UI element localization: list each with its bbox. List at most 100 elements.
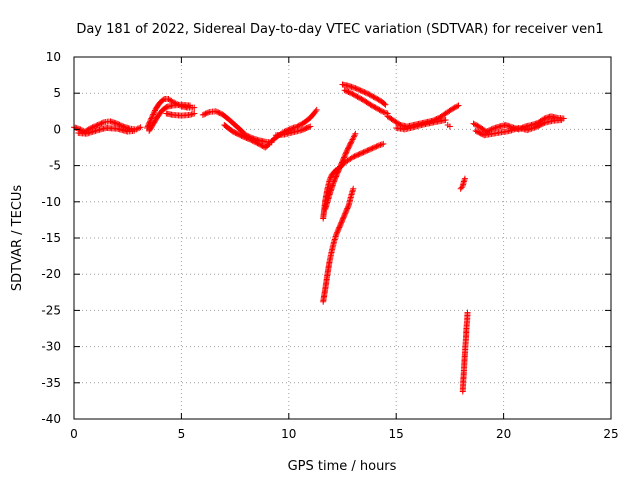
data-point: [350, 185, 357, 192]
y-tick-label: -25: [41, 303, 61, 317]
data-point: [331, 175, 338, 182]
y-tick-label: 0: [53, 122, 61, 136]
data-point: [461, 177, 468, 184]
data-point: [342, 150, 349, 157]
data-point: [333, 172, 340, 179]
data-point: [340, 215, 347, 222]
data-point: [95, 121, 102, 128]
data-point: [359, 149, 366, 156]
data-point: [313, 106, 320, 113]
data-point: [366, 146, 373, 153]
data-point: [371, 103, 378, 110]
data-point: [150, 111, 157, 118]
data-point: [368, 145, 375, 152]
data-point: [255, 140, 262, 147]
data-point: [337, 163, 344, 170]
data-point: [454, 103, 461, 110]
data-point: [350, 135, 357, 142]
chart-title: Day 181 of 2022, Sidereal Day-to-day VTE…: [76, 22, 603, 37]
data-point: [351, 153, 358, 160]
data-point: [97, 120, 104, 127]
data-point: [357, 150, 364, 157]
data-point: [344, 204, 351, 211]
data-point: [150, 110, 157, 117]
data-point: [336, 164, 343, 171]
data-point: [344, 205, 351, 212]
data-point: [352, 85, 359, 92]
data-point: [335, 227, 342, 234]
data-point: [335, 168, 342, 175]
data-point: [338, 218, 345, 225]
data-point: [312, 108, 319, 115]
data-point: [375, 106, 382, 113]
data-point: [367, 101, 374, 108]
data-point: [307, 123, 314, 130]
data-point: [362, 89, 369, 96]
data-point: [458, 184, 465, 191]
y-tick-label: 10: [46, 50, 61, 64]
data-point: [191, 104, 198, 111]
data-point: [382, 101, 389, 108]
data-point: [473, 122, 480, 129]
data-point: [350, 91, 357, 98]
data-point: [339, 158, 346, 165]
data-point: [484, 127, 491, 134]
data-point: [202, 110, 209, 117]
data-point: [372, 104, 379, 111]
data-point: [374, 142, 381, 149]
data-point: [205, 109, 212, 116]
data-point: [338, 159, 345, 166]
x-axis-label: GPS time / hours: [288, 459, 397, 474]
data-point: [350, 153, 357, 160]
data-point: [335, 167, 342, 174]
data-point: [373, 105, 380, 112]
data-point: [351, 92, 358, 99]
data-point: [338, 160, 345, 167]
data-point: [369, 145, 376, 152]
data-point: [352, 152, 359, 159]
data-point: [134, 125, 141, 132]
data-point: [360, 149, 367, 156]
data-point: [369, 93, 376, 100]
data-point: [558, 116, 565, 123]
data-point: [349, 90, 356, 97]
data-point: [464, 309, 471, 316]
data-point: [375, 96, 382, 103]
data-point: [460, 178, 467, 185]
data-point: [343, 149, 350, 156]
data-point: [381, 100, 388, 107]
y-tick-label: 5: [53, 86, 61, 100]
data-point: [373, 95, 380, 102]
axis-ticks: [73, 56, 612, 420]
data-point: [336, 223, 343, 230]
data-point: [336, 165, 343, 172]
data-point: [374, 95, 381, 102]
data-point: [333, 230, 340, 237]
data-point: [148, 114, 155, 121]
data-point: [99, 119, 106, 126]
data-point: [372, 144, 379, 151]
data-point: [149, 112, 156, 119]
data-point: [370, 93, 377, 100]
data-point: [356, 151, 363, 158]
data-point: [341, 213, 348, 220]
y-tick-label: -5: [49, 159, 61, 173]
data-point: [341, 154, 348, 161]
x-tick-label: 10: [281, 427, 296, 441]
data-point: [365, 146, 372, 153]
data-point: [335, 225, 342, 232]
data-point: [212, 108, 219, 115]
data-point: [348, 139, 355, 146]
data-point: [333, 173, 340, 180]
data-point: [354, 93, 361, 100]
x-tick-label: 20: [496, 427, 511, 441]
data-point: [353, 85, 360, 92]
data-point: [254, 140, 261, 147]
data-point: [257, 141, 264, 148]
data-point: [344, 88, 351, 95]
data-point: [370, 144, 377, 151]
data-point: [354, 152, 361, 159]
data-point: [113, 120, 120, 127]
data-point: [342, 210, 349, 217]
